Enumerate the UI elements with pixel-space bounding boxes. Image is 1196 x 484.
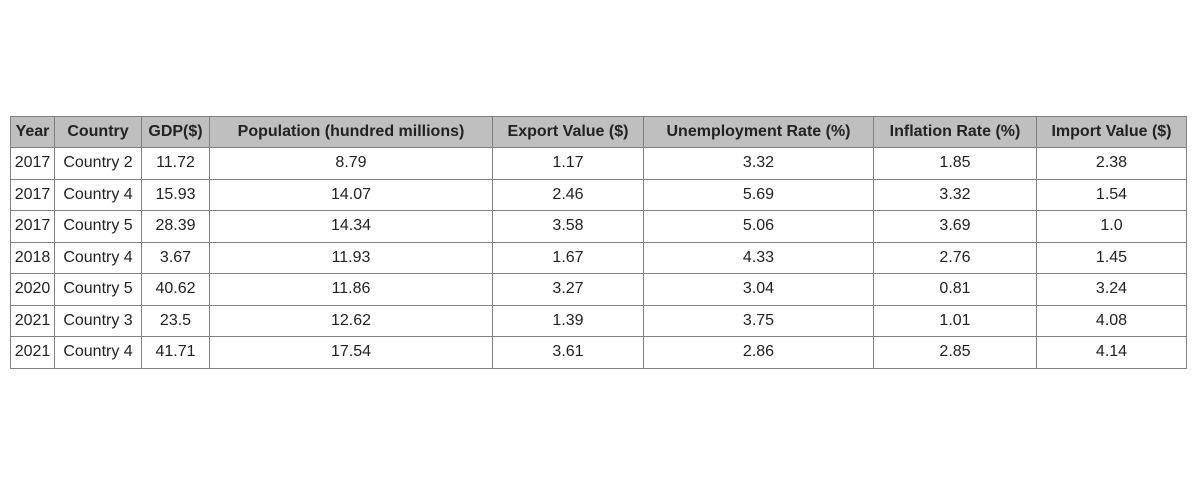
table-cell: Country 5 [54,210,142,243]
table-cell: 2020 [10,273,55,306]
table-cell: 15.93 [141,178,210,211]
table-row: 2020 Country 5 40.62 11.86 3.27 3.04 0.81 3.24 [10,273,1187,306]
table-cell: Country 2 [54,147,142,180]
table-cell: 12.62 [209,304,493,337]
table-row: 2018 Country 4 3.67 11.93 1.67 4.33 2.76 1.45 [10,241,1187,274]
table-cell: 28.39 [141,210,210,243]
column-header: Unemployment Rate (%) [643,116,874,148]
table-cell: 2.76 [873,241,1037,274]
table-cell: Country 4 [54,241,142,274]
table-cell: 3.32 [873,178,1037,211]
table-cell: 1.67 [492,241,644,274]
column-header: GDP($) [141,116,210,148]
table-cell: 2017 [10,178,55,211]
table-cell: Country 4 [54,178,142,211]
table-cell: 3.61 [492,336,644,369]
table-cell: 3.24 [1036,273,1187,306]
table-cell: 1.85 [873,147,1037,180]
table-cell: 2017 [10,210,55,243]
table-cell: 5.69 [643,178,874,211]
table-cell: Country 4 [54,336,142,369]
table-cell: 0.81 [873,273,1037,306]
table-cell: 4.14 [1036,336,1187,369]
table-row: 2017 Country 5 28.39 14.34 3.58 5.06 3.69 1.0 [10,210,1187,243]
table-body: 2017 Country 2 11.72 8.79 1.17 3.32 1.85 2.38 20… [10,147,1187,369]
column-header: Export Value ($) [492,116,644,148]
table-cell: 14.07 [209,178,493,211]
table-cell: 41.71 [141,336,210,369]
table-cell: 1.45 [1036,241,1187,274]
table-cell: 3.69 [873,210,1037,243]
table-cell: 2.38 [1036,147,1187,180]
table-cell: 11.72 [141,147,210,180]
table-cell: 1.54 [1036,178,1187,211]
table-row: 2021 Country 4 41.71 17.54 3.61 2.86 2.85 4.14 [10,336,1187,369]
table-cell: 3.58 [492,210,644,243]
column-header: Year [10,116,55,148]
table-row: 2017 Country 2 11.72 8.79 1.17 3.32 1.85 2.38 [10,147,1187,180]
table-row: 2021 Country 3 23.5 12.62 1.39 3.75 1.01 4.08 [10,304,1187,337]
table-cell: 3.32 [643,147,874,180]
table-cell: 3.27 [492,273,644,306]
table-cell: 3.75 [643,304,874,337]
table-cell: 2.85 [873,336,1037,369]
table-cell: 5.06 [643,210,874,243]
column-header: Population (hundred millions) [209,116,493,148]
table-cell: 1.0 [1036,210,1187,243]
table-cell: Country 5 [54,273,142,306]
table-cell: 17.54 [209,336,493,369]
table-row: 2017 Country 4 15.93 14.07 2.46 5.69 3.32 1.54 [10,178,1187,211]
table-cell: 14.34 [209,210,493,243]
table-cell: 23.5 [141,304,210,337]
table-cell: 2017 [10,147,55,180]
table-cell: 1.39 [492,304,644,337]
column-header: Country [54,116,142,148]
table-cell: 8.79 [209,147,493,180]
column-header: Import Value ($) [1036,116,1187,148]
table-cell: 4.08 [1036,304,1187,337]
table-cell: 11.86 [209,273,493,306]
table-cell: 2.46 [492,178,644,211]
header-row: Year Country GDP($) Population (hundred mil… [10,116,1187,148]
table-cell: 2021 [10,336,55,369]
table-cell: 2021 [10,304,55,337]
table-cell: 40.62 [141,273,210,306]
table-cell: 1.17 [492,147,644,180]
table-cell: 1.01 [873,304,1037,337]
data-table: Year Country GDP($) Population (hundred mil… [10,116,1187,369]
table-cell: 2018 [10,241,55,274]
table-cell: 2.86 [643,336,874,369]
table-cell: 4.33 [643,241,874,274]
table-cell: 3.67 [141,241,210,274]
table-cell: Country 3 [54,304,142,337]
table-cell: 3.04 [643,273,874,306]
column-header: Inflation Rate (%) [873,116,1037,148]
table-header: Year Country GDP($) Population (hundred mil… [10,116,1187,148]
table-cell: 11.93 [209,241,493,274]
